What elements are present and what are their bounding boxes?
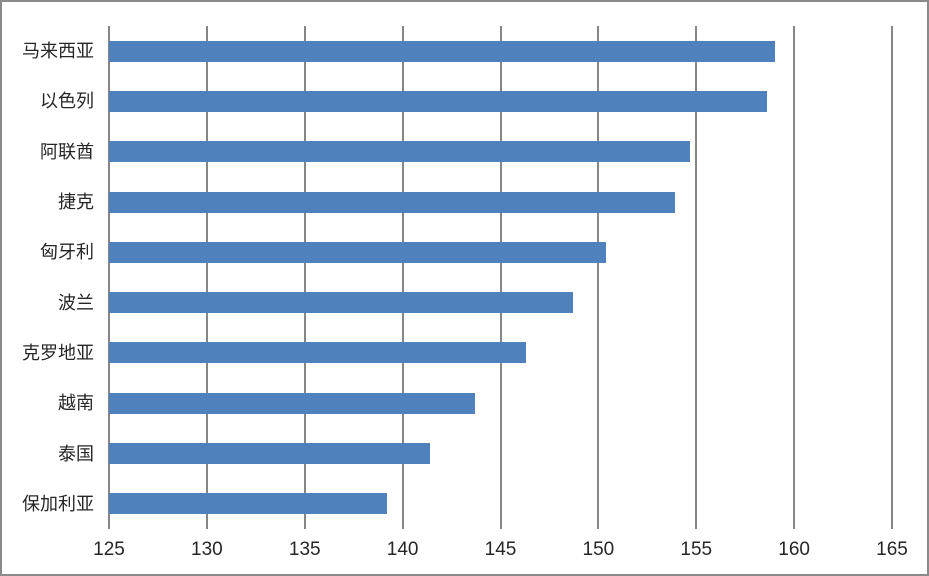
bar: [109, 241, 607, 263]
gridline: [108, 26, 110, 529]
x-tick-label: 125: [93, 539, 125, 560]
category-label: 波兰: [58, 292, 94, 313]
bar: [109, 90, 767, 112]
x-tick-label: 135: [288, 539, 321, 560]
category-label: 阿联酋: [40, 141, 94, 162]
category-label: 捷克: [58, 192, 94, 213]
x-tick-label: 165: [876, 539, 908, 560]
gridline: [793, 26, 796, 529]
x-tick-label: 155: [680, 539, 713, 560]
gridline: [499, 26, 502, 529]
bar: [109, 493, 387, 515]
category-label: 以色列: [40, 91, 94, 112]
category-label: 越南: [58, 393, 94, 414]
x-tick-label: 130: [191, 539, 223, 560]
gridline: [597, 26, 600, 529]
gridline: [401, 26, 404, 529]
x-tick-label: 150: [582, 539, 615, 560]
category-label: 克罗地亚: [22, 342, 94, 363]
category-label: 保加利亚: [22, 493, 94, 514]
x-tick-label: 145: [484, 539, 517, 560]
bar: [109, 191, 675, 213]
bar: [109, 342, 526, 364]
gridline: [695, 26, 698, 529]
gridline: [303, 26, 306, 529]
bar: [109, 40, 775, 62]
category-label: 匈牙利: [40, 242, 94, 263]
bar: [109, 443, 431, 465]
x-tick-label: 140: [386, 539, 419, 560]
bar: [109, 392, 476, 414]
category-label: 马来西亚: [22, 41, 94, 62]
category-label: 泰国: [58, 443, 94, 464]
gridline: [891, 26, 893, 529]
bar: [109, 292, 573, 314]
x-tick-label: 160: [778, 539, 810, 560]
gridline: [205, 26, 208, 529]
bar: [109, 141, 691, 163]
